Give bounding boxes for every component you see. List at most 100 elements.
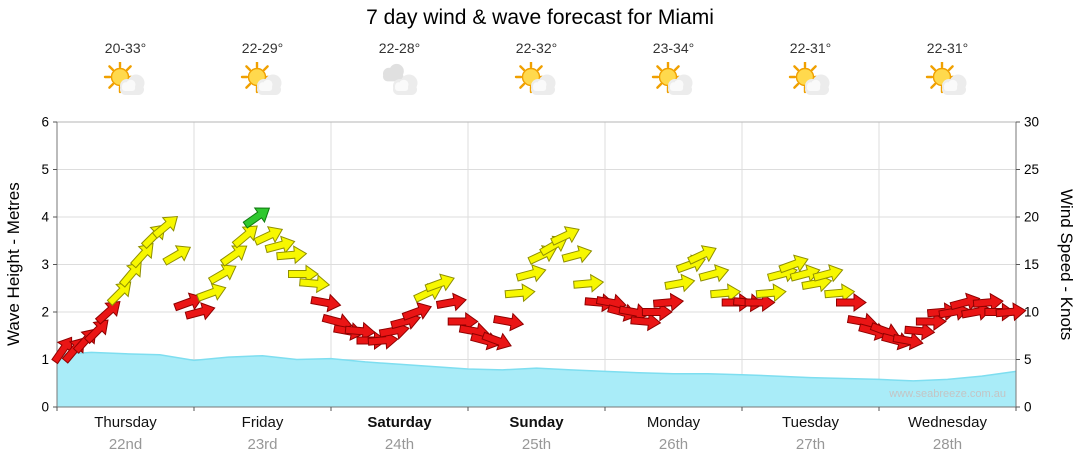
right-tick-label: 30 [1024,115,1039,130]
day-label: Sunday [509,414,564,431]
sun-cloud-icon [786,60,836,104]
date-label: 27th [795,436,826,453]
day-label: Friday [241,414,284,431]
wind-arrow [744,293,776,312]
wind-arrow [94,301,121,325]
temperature-range: 23-34° [652,40,695,56]
wind-arrow [118,261,142,288]
wave-area [57,352,1016,407]
wind-arrow [424,273,455,293]
wind-arrow [231,225,258,249]
wind-arrow [106,281,132,307]
wind-arrow [504,283,536,303]
wind-arrow [435,292,467,312]
wind-arrow [207,264,237,285]
day-column: 22-29° [194,40,331,104]
right-tick-label: 25 [1024,162,1039,177]
wind-arrow [173,292,204,312]
wind-arrow [253,226,284,246]
day-column: 20-33° [57,40,194,104]
left-tick-label: 6 [41,115,49,130]
day-label: Tuesday [782,414,839,431]
left-tick-label: 2 [41,305,49,320]
wind-arrow [288,264,319,284]
wind-arrow [481,331,512,351]
sun-cloud-icon [923,60,973,104]
wind-arrow [573,273,605,293]
right-tick-label: 15 [1024,257,1039,272]
wind-arrow [630,312,662,332]
right-tick-label: 0 [1024,400,1032,415]
wind-arrow [687,245,717,265]
wind-arrow [51,336,73,365]
date-label: 26th [658,436,689,453]
wind-arrow [664,273,696,293]
day-column-label: Tuesday 27th [742,414,879,453]
wind-arrow [915,312,947,331]
sun-cloud-icon [649,60,699,104]
wind-arrow [151,215,179,239]
wind-arrow [264,235,296,254]
wind-arrow [824,283,856,303]
wind-arrow [184,302,216,321]
wind-arrow [561,245,593,264]
temperature-range: 22-29° [241,40,284,56]
day-column-label: Friday 23rd [194,414,331,453]
left-tick-label: 4 [41,210,49,225]
page-title: 7 day wind & wave forecast for Miami [366,6,714,29]
date-label: 28th [932,436,963,453]
wind-arrow [162,245,192,266]
wind-arrow [652,292,685,312]
date-label: 23rd [247,436,278,453]
temperature-range: 20-33° [104,40,147,56]
wind-arrow [83,319,109,345]
wind-arrow [447,312,479,331]
wind-arrow [836,293,867,312]
sun-cloud-icon [101,60,151,104]
temperature-range: 22-31° [789,40,832,56]
day-column: 22-31° [879,40,1016,104]
day-label: Saturday [367,414,432,431]
wind-arrow [242,207,271,229]
day-column: 22-32° [468,40,605,104]
wind-arrow [550,226,580,246]
day-column-label: Wednesday 28th [879,414,1016,453]
wind-arrow [401,302,433,321]
wind-arrow [995,302,1027,322]
day-column: 22-31° [742,40,879,104]
wind-arrow [710,283,742,303]
day-column-label: Saturday 24th [331,414,468,453]
left-tick-label: 0 [41,400,49,415]
left-tick-label: 5 [41,162,49,177]
temperature-range: 22-32° [515,40,558,56]
day-column-label: Thursday 22nd [57,414,194,453]
cloudy-icon [375,62,425,104]
wave-line [56,351,1017,382]
left-tick-label: 1 [41,352,49,367]
wind-arrow [129,242,154,269]
day-label: Thursday [94,414,157,431]
day-column-label: Sunday 25th [468,414,605,453]
day-label: Wednesday [908,414,987,431]
day-column: 22-28° [331,40,468,104]
date-label: 24th [384,436,415,453]
wind-arrow [493,312,525,332]
day-label: Monday [646,414,701,431]
wind-arrow [892,331,924,351]
date-label: 22nd [108,436,143,453]
wind-arrow [219,245,248,267]
wind-arrow [972,292,1004,312]
day-label-row: Thursday 22nd Friday 23rd Saturday 24th Sunday… [57,414,1016,453]
wind-arrow [904,321,936,341]
day-column: 23-34° [605,40,742,104]
right-axis-title: Wind Speed - Knots [1057,188,1076,341]
day-header-row: 20-33° 22-29° 22-28° [57,40,1016,104]
watermark: www.seabreeze.com.au [888,388,1006,400]
right-tick-label: 20 [1024,210,1039,225]
wind-arrow [344,321,376,341]
wind-arrow [778,254,809,274]
wind-arrow [641,302,673,322]
day-column-label: Monday 26th [605,414,742,453]
